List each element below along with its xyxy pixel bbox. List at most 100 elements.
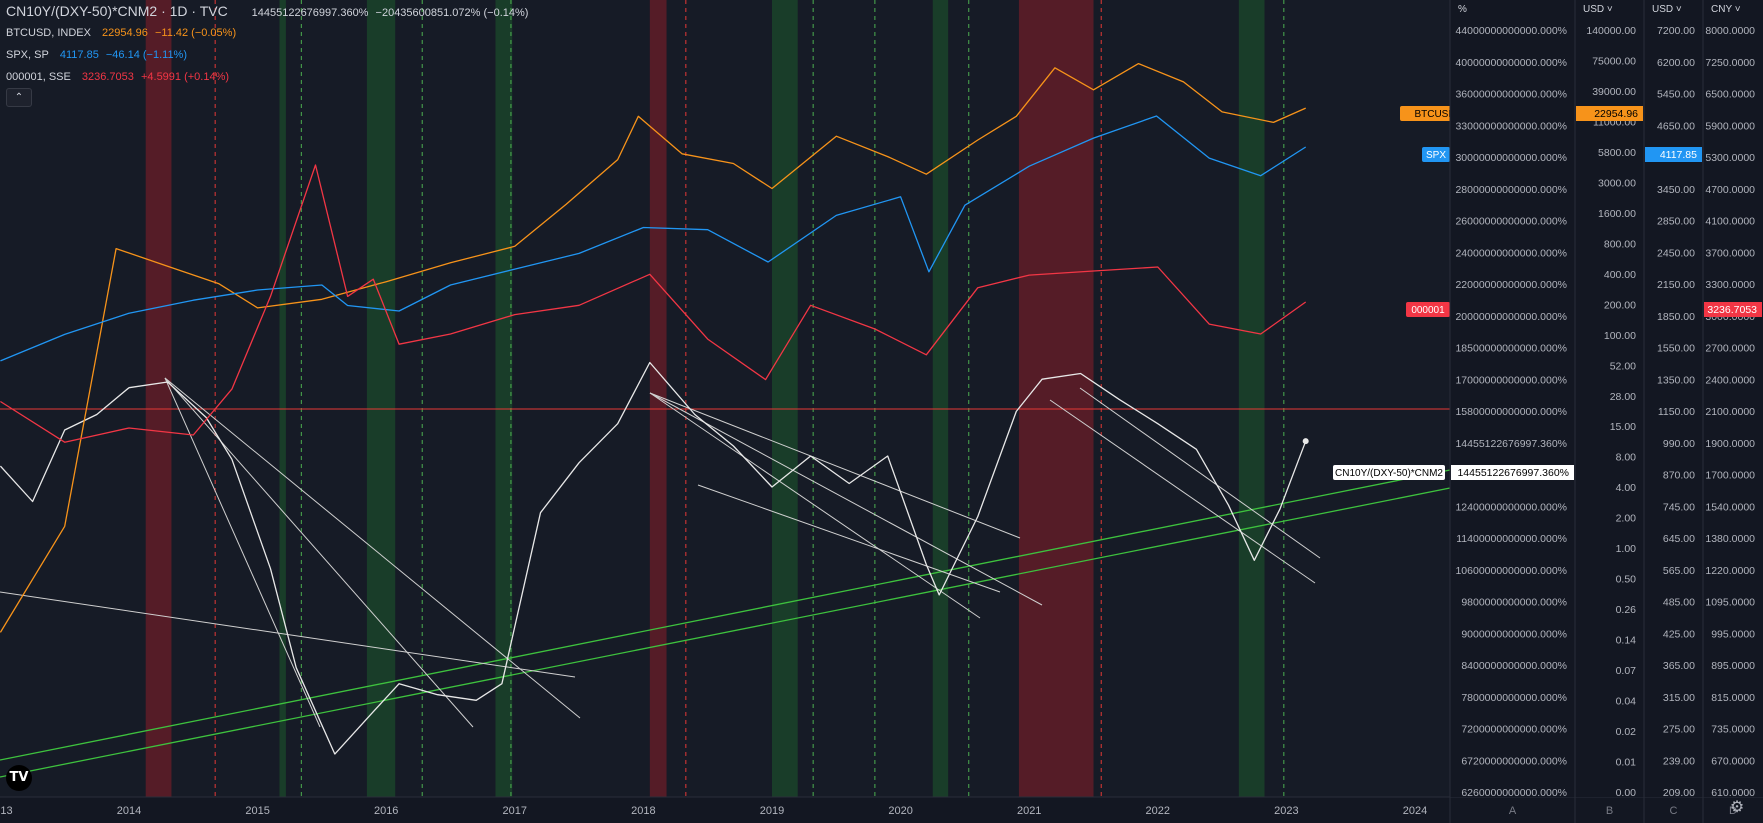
scale-id-label: D — [1729, 805, 1737, 817]
price-tick-label: 4700.0000 — [1705, 184, 1755, 196]
price-scale-unit: USD ˅ — [1652, 4, 1682, 15]
x-tick-label: 2015 — [245, 805, 269, 817]
price-tick-label: 6260000000000.000% — [1461, 787, 1567, 799]
price-scale — [1703, 0, 1763, 797]
price-tick-label: 2850.00 — [1657, 216, 1695, 228]
trend-line — [164, 377, 474, 728]
price-tick-label: 52.00 — [1610, 360, 1636, 372]
price-tick-label: 995.0000 — [1711, 628, 1755, 640]
price-tick-label: 0.04 — [1616, 696, 1637, 708]
legend-row-sse[interactable]: 000001, SSE 3236.7053 +4.5991 (+0.14%) — [6, 66, 532, 88]
price-tick-label: 485.00 — [1663, 597, 1695, 609]
price-tick-label: 44000000000000.000% — [1455, 25, 1567, 37]
price-tick-label: 18500000000000.000% — [1455, 343, 1567, 355]
price-tick-label: 36000000000000.000% — [1455, 89, 1567, 101]
price-tick-label: 1150.00 — [1658, 406, 1695, 418]
price-tick-label: 5450.00 — [1657, 89, 1695, 101]
price-tick-label: 8400000000000.000% — [1461, 660, 1567, 672]
price-tick-label: 2400.0000 — [1705, 374, 1755, 386]
series-badge — [1406, 302, 1450, 317]
price-tick-label: 895.0000 — [1711, 660, 1755, 672]
support-line-lower — [0, 487, 1451, 778]
current-price-label — [1704, 302, 1762, 317]
legend-name: BTCUSD, INDEX — [6, 27, 91, 39]
price-tick-label: 7200.00 — [1657, 25, 1695, 37]
tradingview-logo-icon[interactable]: TV — [6, 765, 32, 791]
price-tick-label: 2.00 — [1616, 513, 1637, 525]
green-zone — [495, 0, 513, 797]
trend-line — [1079, 387, 1321, 559]
price-scale — [1450, 0, 1575, 797]
scale-id-label: C — [1670, 805, 1678, 817]
x-tick-label: 2016 — [374, 805, 398, 817]
series-badge — [1333, 465, 1445, 480]
series-line-btcusd — [0, 62, 1306, 633]
series-line-spx — [0, 115, 1307, 362]
price-tick-label: 1.00 — [1616, 543, 1637, 555]
price-tick-label: 28.00 — [1610, 391, 1636, 403]
chart-legend: CN10Y/(DXY-50)*CNM2 · 1D · TVC 144551226… — [6, 0, 532, 88]
price-tick-label: 10600000000000.000% — [1455, 565, 1567, 577]
support-line-upper — [0, 469, 1451, 761]
price-tick-label: 26000000000000.000% — [1455, 216, 1567, 228]
green-zone — [366, 0, 396, 797]
price-tick-label: 6720000000000.000% — [1461, 755, 1567, 767]
chevron-up-icon[interactable]: ⌃ — [6, 88, 32, 107]
gear-icon[interactable]: ⚙ — [1729, 799, 1745, 816]
price-tick-label: 1700.0000 — [1705, 470, 1755, 482]
price-tick-label: 239.00 — [1663, 755, 1695, 767]
price-tick-label: 1900.0000 — [1705, 438, 1755, 450]
price-tick-label: 7800000000000.000% — [1461, 692, 1567, 704]
price-tick-label: 735.0000 — [1711, 724, 1755, 736]
price-tick-label: 610.0000 — [1711, 787, 1755, 799]
series-badge — [1422, 147, 1450, 162]
price-scale-unit: USD ˅ — [1583, 4, 1613, 15]
price-tick-label: 0.00 — [1616, 787, 1637, 799]
x-tick-label: 2019 — [760, 805, 784, 817]
x-tick-label: 2024 — [1403, 805, 1427, 817]
price-tick-label: 8000.0000 — [1705, 25, 1755, 37]
price-tick-label: 1350.00 — [1657, 374, 1695, 386]
price-tick-label: 9000000000000.000% — [1461, 628, 1567, 640]
scale-id-label: B — [1606, 805, 1613, 817]
price-tick-label: 5800.00 — [1598, 147, 1636, 159]
current-price-text: 3236.7053 — [1707, 304, 1757, 316]
scale-id-label: A — [1509, 805, 1517, 817]
price-tick-label: 9800000000000.000% — [1461, 597, 1567, 609]
series-badge-label: BTCUSD — [1414, 109, 1455, 120]
x-tick-label: 2021 — [1017, 805, 1041, 817]
price-tick-label: 15.00 — [1610, 421, 1636, 433]
price-tick-label: 1220.0000 — [1705, 565, 1755, 577]
current-price-text: 22954.96 — [1594, 108, 1638, 120]
x-tick-label: 2018 — [631, 805, 655, 817]
main-value: 14455122676997.360% — [251, 7, 369, 19]
price-tick-label: 0.50 — [1616, 574, 1637, 586]
price-tick-label: 745.00 — [1663, 501, 1695, 513]
price-tick-label: 0.02 — [1616, 726, 1637, 738]
price-scale — [1644, 0, 1703, 797]
price-tick-label: 75000.00 — [1592, 55, 1636, 67]
price-tick-label: 400.00 — [1604, 269, 1636, 281]
price-tick-label: 1380.0000 — [1705, 533, 1755, 545]
price-tick-label: 565.00 — [1663, 565, 1695, 577]
x-tick-label: 2022 — [1146, 805, 1170, 817]
price-tick-label: 22000000000000.000% — [1455, 279, 1567, 291]
price-tick-label: 14455122676997.360% — [1455, 438, 1567, 450]
current-price-label — [1576, 106, 1643, 121]
price-tick-label: 4.00 — [1616, 482, 1637, 494]
legend-row-btcusd[interactable]: BTCUSD, INDEX 22954.96 −11.42 (−0.05%) — [6, 22, 532, 44]
series-line-cn10y-dxy-50-cnm2 — [0, 361, 1307, 755]
legend-row-spx[interactable]: SPX, SP 4117.85 −46.14 (−1.11%) — [6, 44, 532, 66]
price-scale — [1575, 0, 1644, 797]
red-zone — [1018, 0, 1094, 797]
x-tick-label: 2014 — [117, 805, 141, 817]
price-tick-label: 7200000000000.000% — [1461, 724, 1567, 736]
legend-main-row[interactable]: CN10Y/(DXY-50)*CNM2 · 1D · TVC 144551226… — [6, 0, 532, 22]
legend-value: 4117.85 — [59, 49, 99, 61]
price-tick-label: 3450.00 — [1657, 184, 1695, 196]
price-tick-label: 3000.00 — [1598, 177, 1636, 189]
price-tick-label: 2700.0000 — [1705, 343, 1755, 355]
price-tick-label: 3300.0000 — [1705, 279, 1755, 291]
price-tick-label: 11400000000000.000% — [1456, 533, 1567, 545]
